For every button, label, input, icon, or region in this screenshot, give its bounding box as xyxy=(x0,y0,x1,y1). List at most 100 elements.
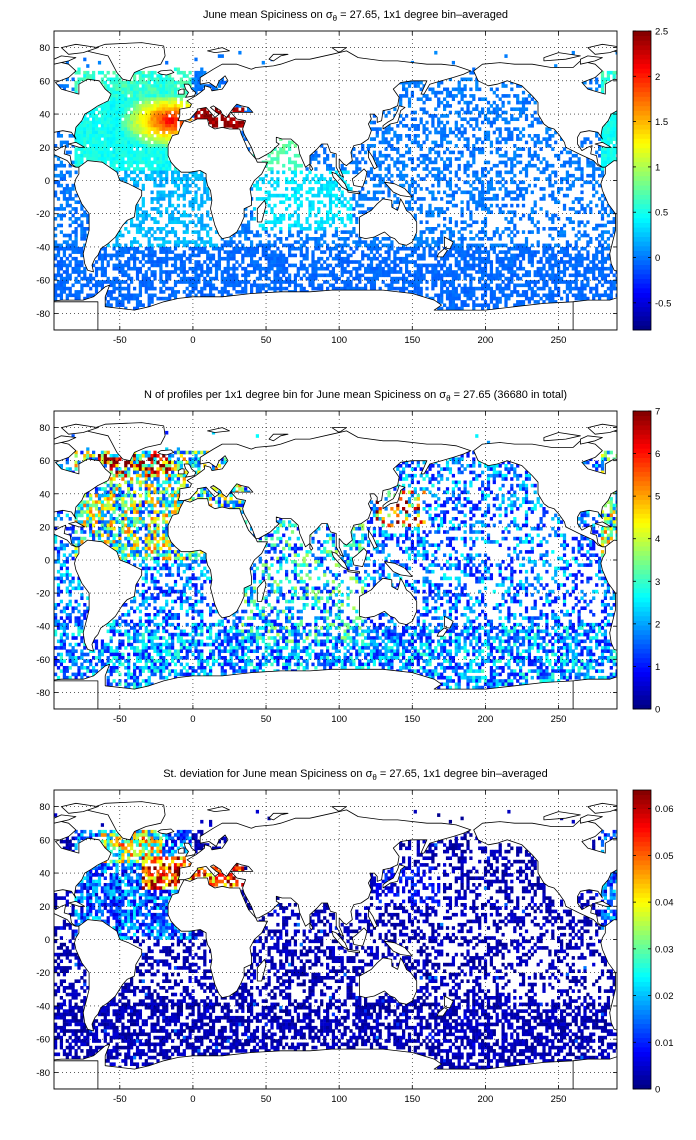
data-cell xyxy=(533,200,537,205)
data-cell xyxy=(530,114,534,118)
data-cell xyxy=(574,167,578,171)
data-cell xyxy=(109,134,113,138)
data-cell xyxy=(384,263,388,268)
data-cell xyxy=(302,180,306,185)
data-cell xyxy=(495,197,499,201)
data-cell xyxy=(282,273,286,278)
data-cell xyxy=(568,283,572,288)
data-cell xyxy=(173,124,178,128)
data-cell xyxy=(176,170,181,175)
data-cell xyxy=(244,290,248,294)
data-cell xyxy=(434,90,438,95)
data-cell xyxy=(346,183,350,188)
data-cell xyxy=(481,197,485,201)
data-cell xyxy=(130,163,134,168)
data-cell xyxy=(288,223,292,228)
data-cell xyxy=(346,243,350,248)
data-cell xyxy=(276,286,280,291)
data-cell xyxy=(343,243,347,248)
data-cell xyxy=(545,260,549,264)
data-cell xyxy=(574,197,578,201)
data-cell xyxy=(328,253,333,258)
data-cell xyxy=(214,276,219,281)
data-cell xyxy=(288,140,292,145)
data-cell xyxy=(185,256,189,261)
data-cell xyxy=(501,160,505,165)
data-cell xyxy=(457,110,461,115)
data-cell xyxy=(451,193,456,198)
data-cell xyxy=(340,170,344,175)
data-cell xyxy=(71,243,75,248)
data-cell xyxy=(460,130,464,135)
data-cell xyxy=(539,256,543,261)
data-cell xyxy=(74,70,78,75)
data-cell xyxy=(422,250,426,254)
data-cell xyxy=(203,293,207,298)
data-cell xyxy=(179,263,184,268)
data-cell xyxy=(317,266,321,271)
data-cell xyxy=(200,177,204,181)
data-cell xyxy=(615,150,617,155)
data-cell xyxy=(173,233,178,238)
data-cell xyxy=(150,280,154,284)
data-cell xyxy=(396,167,400,171)
data-cell xyxy=(460,94,464,98)
data-cell xyxy=(416,283,420,288)
data-cell xyxy=(200,270,204,274)
data-cell xyxy=(141,137,145,141)
data-cell xyxy=(524,290,529,294)
data-cell xyxy=(138,74,143,78)
data-cell xyxy=(516,256,520,261)
data-cell xyxy=(206,280,210,284)
data-cell xyxy=(562,266,567,271)
data-cell xyxy=(311,237,315,241)
data-cell xyxy=(197,77,201,82)
data-cell xyxy=(200,114,204,118)
data-cell xyxy=(466,110,470,115)
data-cell xyxy=(440,263,444,268)
data-cell xyxy=(565,283,570,288)
data-cell xyxy=(144,97,148,102)
data-cell xyxy=(445,157,450,161)
data-cell xyxy=(451,97,456,102)
data-cell xyxy=(516,127,520,131)
data-cell xyxy=(162,127,166,131)
data-cell xyxy=(428,263,432,268)
data-cell xyxy=(437,124,441,128)
data-cell xyxy=(413,190,417,195)
data-cell xyxy=(326,256,330,261)
data-cell xyxy=(176,203,181,208)
data-cell xyxy=(469,273,473,278)
data-cell xyxy=(188,260,192,264)
data-cell xyxy=(127,147,131,151)
data-cell xyxy=(121,94,125,98)
data-cell xyxy=(407,147,412,151)
data-cell xyxy=(118,230,122,234)
data-cell xyxy=(247,230,251,234)
data-cell xyxy=(375,134,379,138)
data-cell xyxy=(609,114,613,118)
data-cell xyxy=(135,104,140,108)
data-cell xyxy=(135,207,140,211)
data-cell xyxy=(328,193,333,198)
data-cell xyxy=(293,153,298,158)
data-cell xyxy=(133,117,137,122)
data-cell xyxy=(592,173,596,178)
data-cell xyxy=(59,293,64,298)
data-cell xyxy=(214,286,219,291)
data-cell xyxy=(571,286,575,291)
data-cell xyxy=(548,137,552,141)
data-cell xyxy=(378,153,382,158)
data-cell xyxy=(92,114,96,118)
data-cell xyxy=(250,243,254,248)
data-cell xyxy=(422,140,426,145)
data-cell xyxy=(109,100,113,105)
data-cell xyxy=(495,273,499,278)
data-cell xyxy=(185,243,189,248)
data-cell xyxy=(179,276,184,281)
data-cell xyxy=(364,193,368,198)
data-cell xyxy=(124,280,128,284)
data-cell xyxy=(153,87,157,92)
data-cell xyxy=(217,253,222,258)
data-cell xyxy=(171,77,175,82)
